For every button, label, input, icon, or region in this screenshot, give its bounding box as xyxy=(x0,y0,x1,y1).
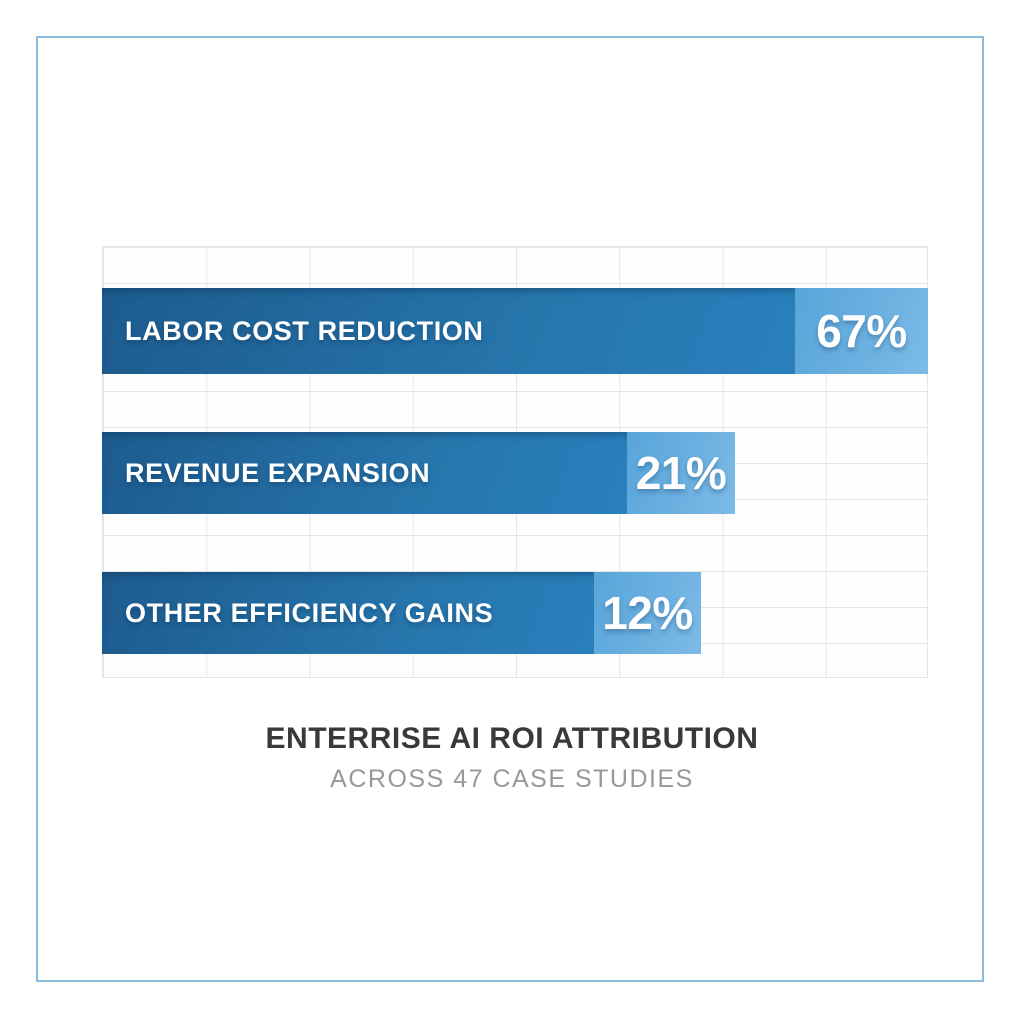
bar-category-label: LABOR COST REDUCTION xyxy=(125,315,484,346)
value-chip: 21% xyxy=(627,432,735,514)
bar-revenue-expansion: REVENUE EXPANSION 21% xyxy=(102,432,735,514)
value-chip: 12% xyxy=(594,572,701,654)
bar-value-label: 21% xyxy=(635,447,727,499)
bar-other-efficiency-gains: OTHER EFFICIENCY GAINS 12% xyxy=(102,572,701,654)
chart-title: ENTERRISE AI ROI ATTRIBUTION xyxy=(265,722,759,755)
chart-subtitle: ACROSS 47 CASE STUDIES xyxy=(330,765,694,793)
value-chip: 67% xyxy=(795,288,928,374)
bar-labor-cost-reduction: LABOR COST REDUCTION 67% xyxy=(102,288,928,374)
bar-category-label: OTHER EFFICIENCY GAINS xyxy=(125,597,494,628)
bar-value-label: 12% xyxy=(602,587,693,639)
bar-value-label: 67% xyxy=(816,305,907,357)
bar-category-label: REVENUE EXPANSION xyxy=(125,457,431,488)
